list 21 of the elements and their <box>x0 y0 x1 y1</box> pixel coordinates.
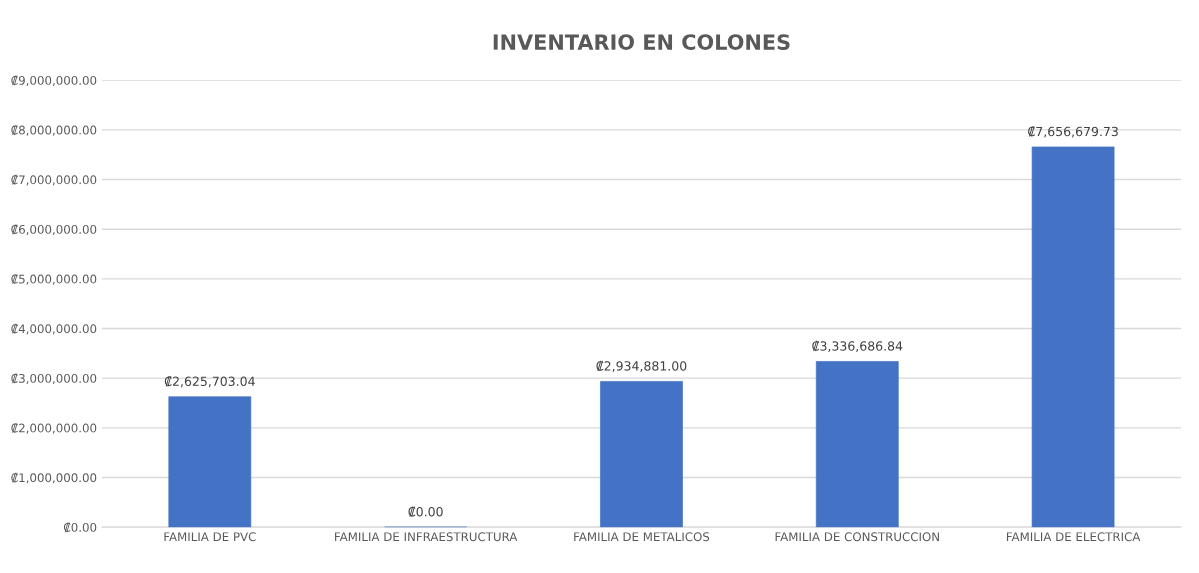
y-tick-label: ₡8,000,000.00 <box>11 125 97 136</box>
data-label: ₡3,336,686.84 <box>812 340 903 352</box>
chart-title: INVENTARIO EN COLONES <box>493 34 790 50</box>
y-tick-label: ₡0.00 <box>63 522 97 533</box>
x-tick-label: FAMILIA DE METALICOS <box>574 532 710 542</box>
y-tick-label: ₡3,000,000.00 <box>11 373 97 385</box>
y-tick-label: ₡4,000,000.00 <box>11 323 97 335</box>
y-tick-label: ₡2,000,000.00 <box>11 423 97 434</box>
y-tick-label: ₡9,000,000.00 <box>11 75 97 87</box>
data-label: ₡2,934,881.00 <box>596 360 687 372</box>
y-tick-label: ₡6,000,000.00 <box>11 224 97 236</box>
y-tick-label: ₡5,000,000.00 <box>11 274 97 285</box>
data-label: ₡0.00 <box>408 506 443 517</box>
x-tick-label: FAMILIA DE PVC <box>164 532 256 542</box>
x-tick-label: FAMILIA DE INFRAESTRUCTURA <box>335 532 518 542</box>
x-tick-label: FAMILIA DE ELECTRICA <box>1006 532 1141 542</box>
data-label: ₡2,625,703.04 <box>164 376 255 388</box>
data-label: ₡7,656,679.73 <box>1028 126 1118 138</box>
y-tick-label: ₡7,000,000.00 <box>11 174 97 186</box>
y-tick-label: ₡1,000,000.00 <box>11 472 97 484</box>
x-tick-label: FAMILIA DE CONSTRUCCION <box>775 532 939 542</box>
